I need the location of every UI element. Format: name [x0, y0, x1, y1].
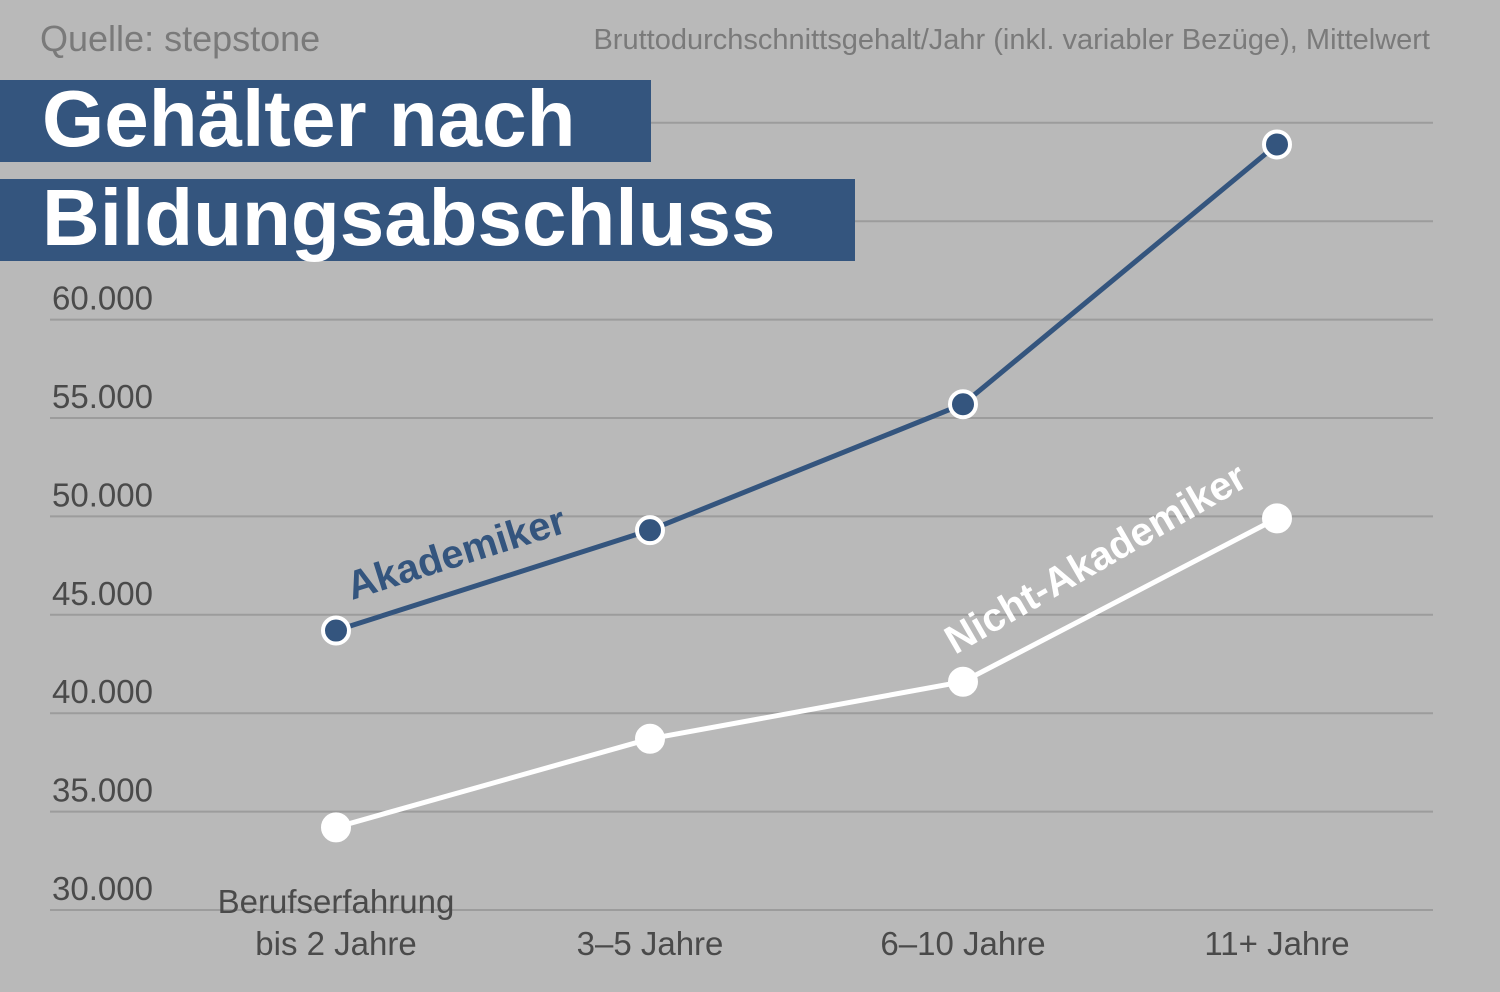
y-tick-label: 55.000 — [52, 378, 153, 415]
series-line-nicht-akademiker — [335, 516, 1279, 830]
chart-title-text-1: Gehälter nach — [42, 74, 576, 163]
chart-title-line-2: Bildungsabschluss — [0, 177, 855, 261]
x-axis-ticks: Berufserfahrung bis 2 Jahre 3–5 Jahre 6–10 … — [218, 883, 1350, 962]
data-point-nicht-akademiker — [635, 723, 665, 754]
x-tick-label-line: 6–10 Jahre — [880, 925, 1045, 962]
series-lines — [321, 129, 1292, 843]
data-point-nicht-akademiker — [948, 666, 978, 697]
chart-subtitle: Bruttodurchschnittsgehalt/Jahr (inkl. va… — [593, 24, 1430, 56]
chart-title-line-1: Gehälter nach — [0, 78, 651, 162]
chart-title-text-2: Bildungsabschluss — [42, 173, 776, 262]
x-tick-label: 6–10 Jahre — [880, 925, 1045, 962]
y-tick-label: 50.000 — [52, 476, 153, 513]
data-point-akademiker — [948, 389, 978, 420]
x-tick-label-line: 11+ Jahre — [1204, 925, 1349, 962]
y-tick-label: 35.000 — [52, 772, 153, 809]
data-point-akademiker — [321, 615, 351, 646]
x-tick-label-line: Berufserfahrung — [218, 883, 455, 920]
y-tick-label: 60.000 — [52, 280, 153, 317]
data-point-nicht-akademiker — [321, 812, 351, 843]
y-axis-ticks: 30.000 35.000 40.000 45.000 50.000 55.000 60.0… — [52, 280, 153, 907]
series-labels: Akademiker Nicht-Akademiker — [341, 455, 1254, 663]
x-tick-label: 3–5 Jahre — [577, 925, 724, 962]
x-tick-label-line: 3–5 Jahre — [577, 925, 724, 962]
data-point-akademiker — [1262, 129, 1292, 160]
grid-lines — [50, 121, 1433, 911]
source-note: Quelle: stepstone — [40, 18, 321, 59]
x-tick-label-line: bis 2 Jahre — [255, 925, 416, 962]
series-line-akademiker — [335, 142, 1279, 633]
x-tick-label: Berufserfahrung bis 2 Jahre — [218, 883, 455, 962]
series-label-nicht-akademiker: Nicht-Akademiker — [938, 455, 1255, 663]
y-tick-label: 40.000 — [52, 673, 153, 710]
y-tick-label: 45.000 — [52, 575, 153, 612]
data-point-akademiker — [635, 515, 665, 546]
x-tick-label: 11+ Jahre — [1204, 925, 1349, 962]
data-point-nicht-akademiker — [1262, 503, 1292, 534]
y-tick-label: 30.000 — [52, 870, 153, 907]
